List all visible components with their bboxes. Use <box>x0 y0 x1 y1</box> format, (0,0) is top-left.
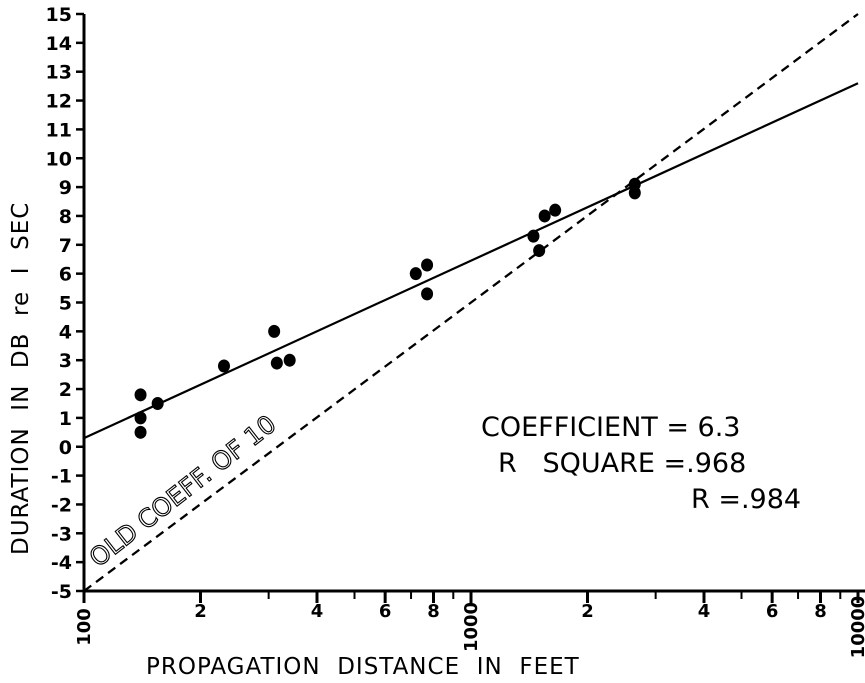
annotation-r: R =.984 <box>691 484 801 515</box>
y-tick-label: -2 <box>51 494 72 516</box>
x-tick-label: 4 <box>311 601 324 622</box>
y-tick-label: 11 <box>46 119 72 141</box>
data-point <box>151 396 164 410</box>
data-point <box>268 324 281 338</box>
x-tick-label: 8 <box>814 601 827 622</box>
y-tick-label: 7 <box>59 235 72 257</box>
x-axis-title: PROPAGATION DISTANCE IN FEET <box>146 654 580 680</box>
y-tick-label: 3 <box>59 350 72 372</box>
y-tick-label: 1 <box>59 408 72 430</box>
annotation-r-square: R SQUARE =.968 <box>498 448 746 479</box>
data-point <box>549 203 562 217</box>
data-point <box>283 353 296 367</box>
y-tick-label: 15 <box>46 4 72 26</box>
data-point <box>134 411 147 425</box>
data-point <box>538 209 551 223</box>
x-tick-label: 4 <box>698 601 711 622</box>
old-coefficient-dashed-line <box>83 13 859 592</box>
data-points <box>134 177 641 439</box>
data-point <box>421 258 434 272</box>
y-tick-label: 8 <box>59 206 72 228</box>
fit-lines <box>83 13 859 592</box>
annotation-coefficient: COEFFICIENT = 6.3 <box>481 412 740 443</box>
y-tick-label: 9 <box>59 177 72 199</box>
old-coefficient-line-label: OLD COEFF. OF 10 <box>84 409 282 572</box>
x-tick-label: 8 <box>427 601 440 622</box>
data-point <box>421 287 434 301</box>
y-tick-label: 14 <box>46 33 72 55</box>
x-tick-label: 6 <box>379 601 392 622</box>
data-point <box>217 359 230 373</box>
y-tick-label: -1 <box>51 466 72 488</box>
y-tick-label: -3 <box>51 523 72 545</box>
y-tick-label: 2 <box>59 379 72 401</box>
y-tick-label: 4 <box>59 321 72 343</box>
y-tick-label: 6 <box>59 264 72 286</box>
x-tick-label: 100 <box>74 608 95 646</box>
y-tick-label: 13 <box>46 62 72 84</box>
x-tick-label: 6 <box>766 601 779 622</box>
data-point <box>134 425 147 439</box>
data-point <box>527 229 540 243</box>
data-point <box>134 388 147 402</box>
regression-line <box>83 82 859 440</box>
y-tick-label: 5 <box>59 293 72 315</box>
axes <box>76 12 865 603</box>
x-tick-label: 2 <box>194 601 207 622</box>
y-tick-label: 12 <box>46 91 72 113</box>
x-tick-label: 1000 <box>461 602 482 652</box>
y-tick-label: 10 <box>46 148 72 170</box>
data-point <box>533 244 546 258</box>
y-tick-label: -4 <box>51 552 72 574</box>
y-tick-label: 0 <box>59 437 72 459</box>
data-point <box>270 356 283 370</box>
data-point <box>628 186 641 200</box>
data-point <box>409 267 422 281</box>
x-tick-label: 2 <box>581 601 594 622</box>
y-axis-title: DURATION IN DB re I SEC <box>8 202 34 555</box>
x-tick-label: 10000 <box>848 596 865 659</box>
y-tick-label: -5 <box>51 581 72 603</box>
